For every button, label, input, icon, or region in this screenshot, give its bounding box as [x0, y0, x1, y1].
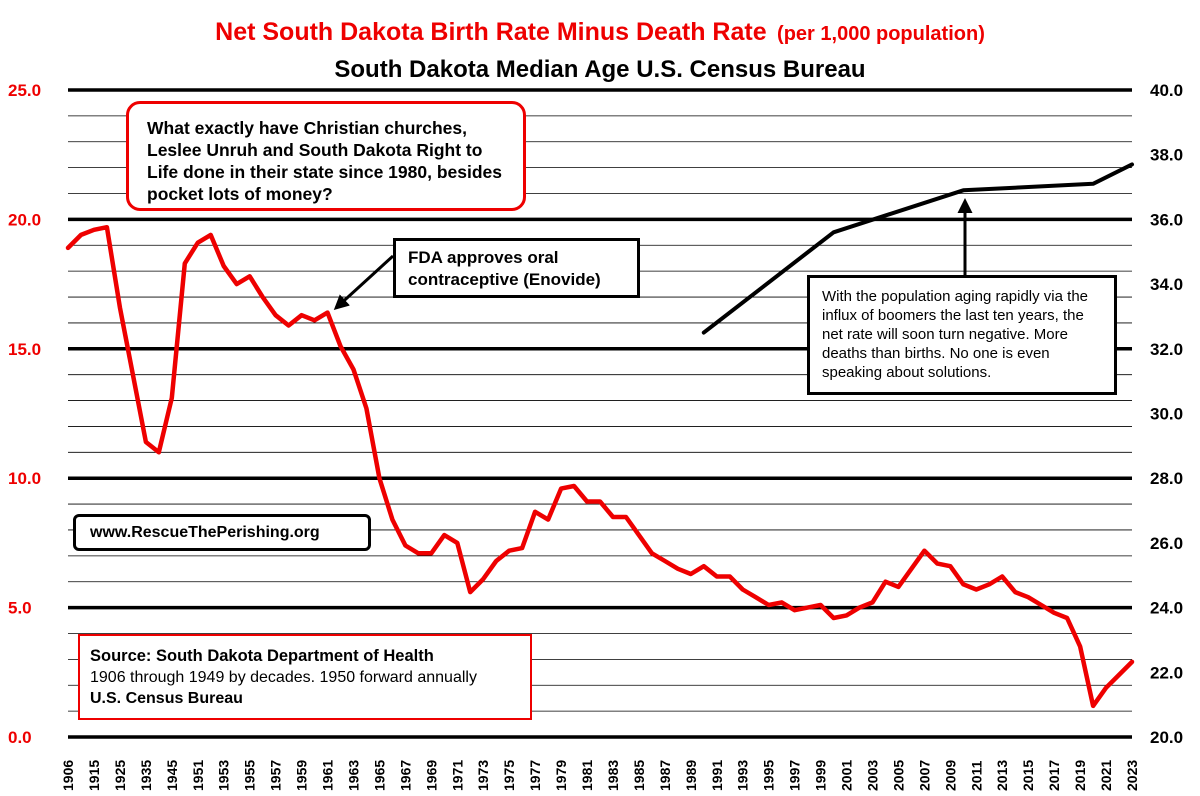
x-tick-label: 2011	[968, 760, 984, 791]
x-tick-label: 1981	[579, 760, 595, 791]
left-tick-label: 20.0	[8, 210, 41, 229]
x-tick-label: 1955	[242, 760, 258, 791]
x-tick-label: 2023	[1124, 760, 1140, 791]
right-tick-label: 28.0	[1150, 469, 1183, 488]
fda-text: FDA approves oral contraceptive (Enovide…	[408, 248, 601, 289]
left-tick-label: 25.0	[8, 81, 41, 100]
source-census: U.S. Census Bureau	[90, 690, 243, 707]
x-tick-label: 1967	[397, 760, 413, 791]
right-tick-label: 30.0	[1150, 405, 1183, 424]
website-label: www.RescueThePerishing.org	[73, 514, 371, 551]
x-tick-label: 1993	[735, 760, 751, 791]
x-tick-label: 1925	[112, 760, 128, 791]
x-tick-label: 1953	[216, 760, 232, 791]
x-tick-label: 2005	[890, 760, 906, 791]
median-age-line	[701, 162, 1134, 335]
right-tick-label: 20.0	[1150, 728, 1183, 747]
x-tick-label: 1973	[475, 760, 491, 791]
x-tick-label: 1951	[190, 760, 206, 791]
right-tick-label: 36.0	[1150, 210, 1183, 229]
x-tick-label: 1906	[60, 760, 76, 791]
left-axis-ticks: 0.0 5.0 10.0 15.0 20.0 25.0	[8, 81, 41, 747]
x-tick-label: 1971	[449, 760, 465, 791]
x-axis-ticks: 1906 1915 1925 1935 1945 1951 1953 1955 1957 1959…	[60, 760, 1140, 791]
right-tick-label: 24.0	[1150, 599, 1183, 618]
question-callout: What exactly have Christian churches, Le…	[126, 101, 526, 211]
x-tick-label: 2009	[942, 760, 958, 791]
x-tick-label: 1957	[268, 760, 284, 791]
x-tick-label: 1991	[709, 760, 725, 791]
annotation-arrows	[333, 198, 973, 311]
fda-callout: FDA approves oral contraceptive (Enovide…	[393, 238, 640, 298]
x-tick-label: 2017	[1046, 760, 1062, 791]
right-tick-label: 38.0	[1150, 146, 1183, 165]
x-tick-label: 1999	[813, 760, 829, 791]
source-line: 1906 through 1949 by decades. 1950 forwa…	[90, 669, 477, 686]
right-tick-label: 26.0	[1150, 534, 1183, 553]
x-tick-label: 1985	[631, 760, 647, 791]
x-tick-label: 1935	[138, 760, 154, 791]
series-layer	[65, 162, 1135, 709]
x-tick-label: 1975	[501, 760, 517, 791]
aging-callout: With the population aging rapidly via th…	[807, 275, 1117, 395]
x-tick-label: 1983	[605, 760, 621, 791]
fda-arrow	[333, 254, 395, 311]
chart-title-main: Net South Dakota Birth Rate Minus Death …	[215, 18, 767, 46]
source-box: Source: South Dakota Department of Healt…	[78, 634, 532, 720]
x-tick-label: 1979	[553, 760, 569, 791]
x-tick-label: 1945	[164, 760, 180, 791]
left-tick-label: 10.0	[8, 469, 41, 488]
x-tick-label: 1977	[527, 760, 543, 791]
chart-title-suffix: (per 1,000 population)	[777, 23, 985, 45]
x-tick-label: 1915	[86, 760, 102, 791]
net-rate-line	[65, 224, 1135, 709]
question-text: What exactly have Christian churches, Le…	[147, 118, 502, 204]
right-axis-ticks: 20.0 22.0 24.0 26.0 28.0 30.0 32.0 34.0 36.0 38.0…	[1150, 81, 1183, 747]
source-heading: Source: South Dakota Department of Healt…	[90, 647, 434, 665]
x-tick-label: 2019	[1072, 760, 1088, 791]
chart-subtitle: South Dakota Median Age U.S. Census Bure…	[334, 56, 865, 83]
x-tick-label: 1963	[345, 760, 361, 791]
x-tick-label: 2003	[864, 760, 880, 791]
aging-text: With the population aging rapidly via th…	[822, 288, 1089, 381]
x-tick-label: 1969	[423, 760, 439, 791]
right-tick-label: 32.0	[1150, 340, 1183, 359]
x-tick-label: 1961	[320, 760, 336, 791]
x-tick-label: 1959	[294, 760, 310, 791]
left-tick-label: 5.0	[8, 599, 32, 618]
x-tick-label: 2015	[1020, 760, 1036, 791]
x-tick-label: 1995	[761, 760, 777, 791]
right-tick-label: 34.0	[1150, 275, 1183, 294]
x-tick-label: 1989	[683, 760, 699, 791]
chart-title: Net South Dakota Birth Rate Minus Death …	[215, 18, 985, 46]
right-tick-label: 22.0	[1150, 663, 1183, 682]
left-tick-label: 0.0	[8, 728, 32, 747]
x-tick-label: 2013	[994, 760, 1010, 791]
website-text: www.RescueThePerishing.org	[90, 524, 320, 541]
right-tick-label: 40.0	[1150, 81, 1183, 100]
x-tick-label: 2021	[1098, 760, 1114, 791]
x-tick-label: 1965	[371, 760, 387, 791]
x-tick-label: 2001	[839, 760, 855, 791]
x-tick-label: 1987	[657, 760, 673, 791]
x-tick-label: 1997	[787, 760, 803, 791]
x-tick-label: 2007	[916, 760, 932, 791]
left-tick-label: 15.0	[8, 340, 41, 359]
